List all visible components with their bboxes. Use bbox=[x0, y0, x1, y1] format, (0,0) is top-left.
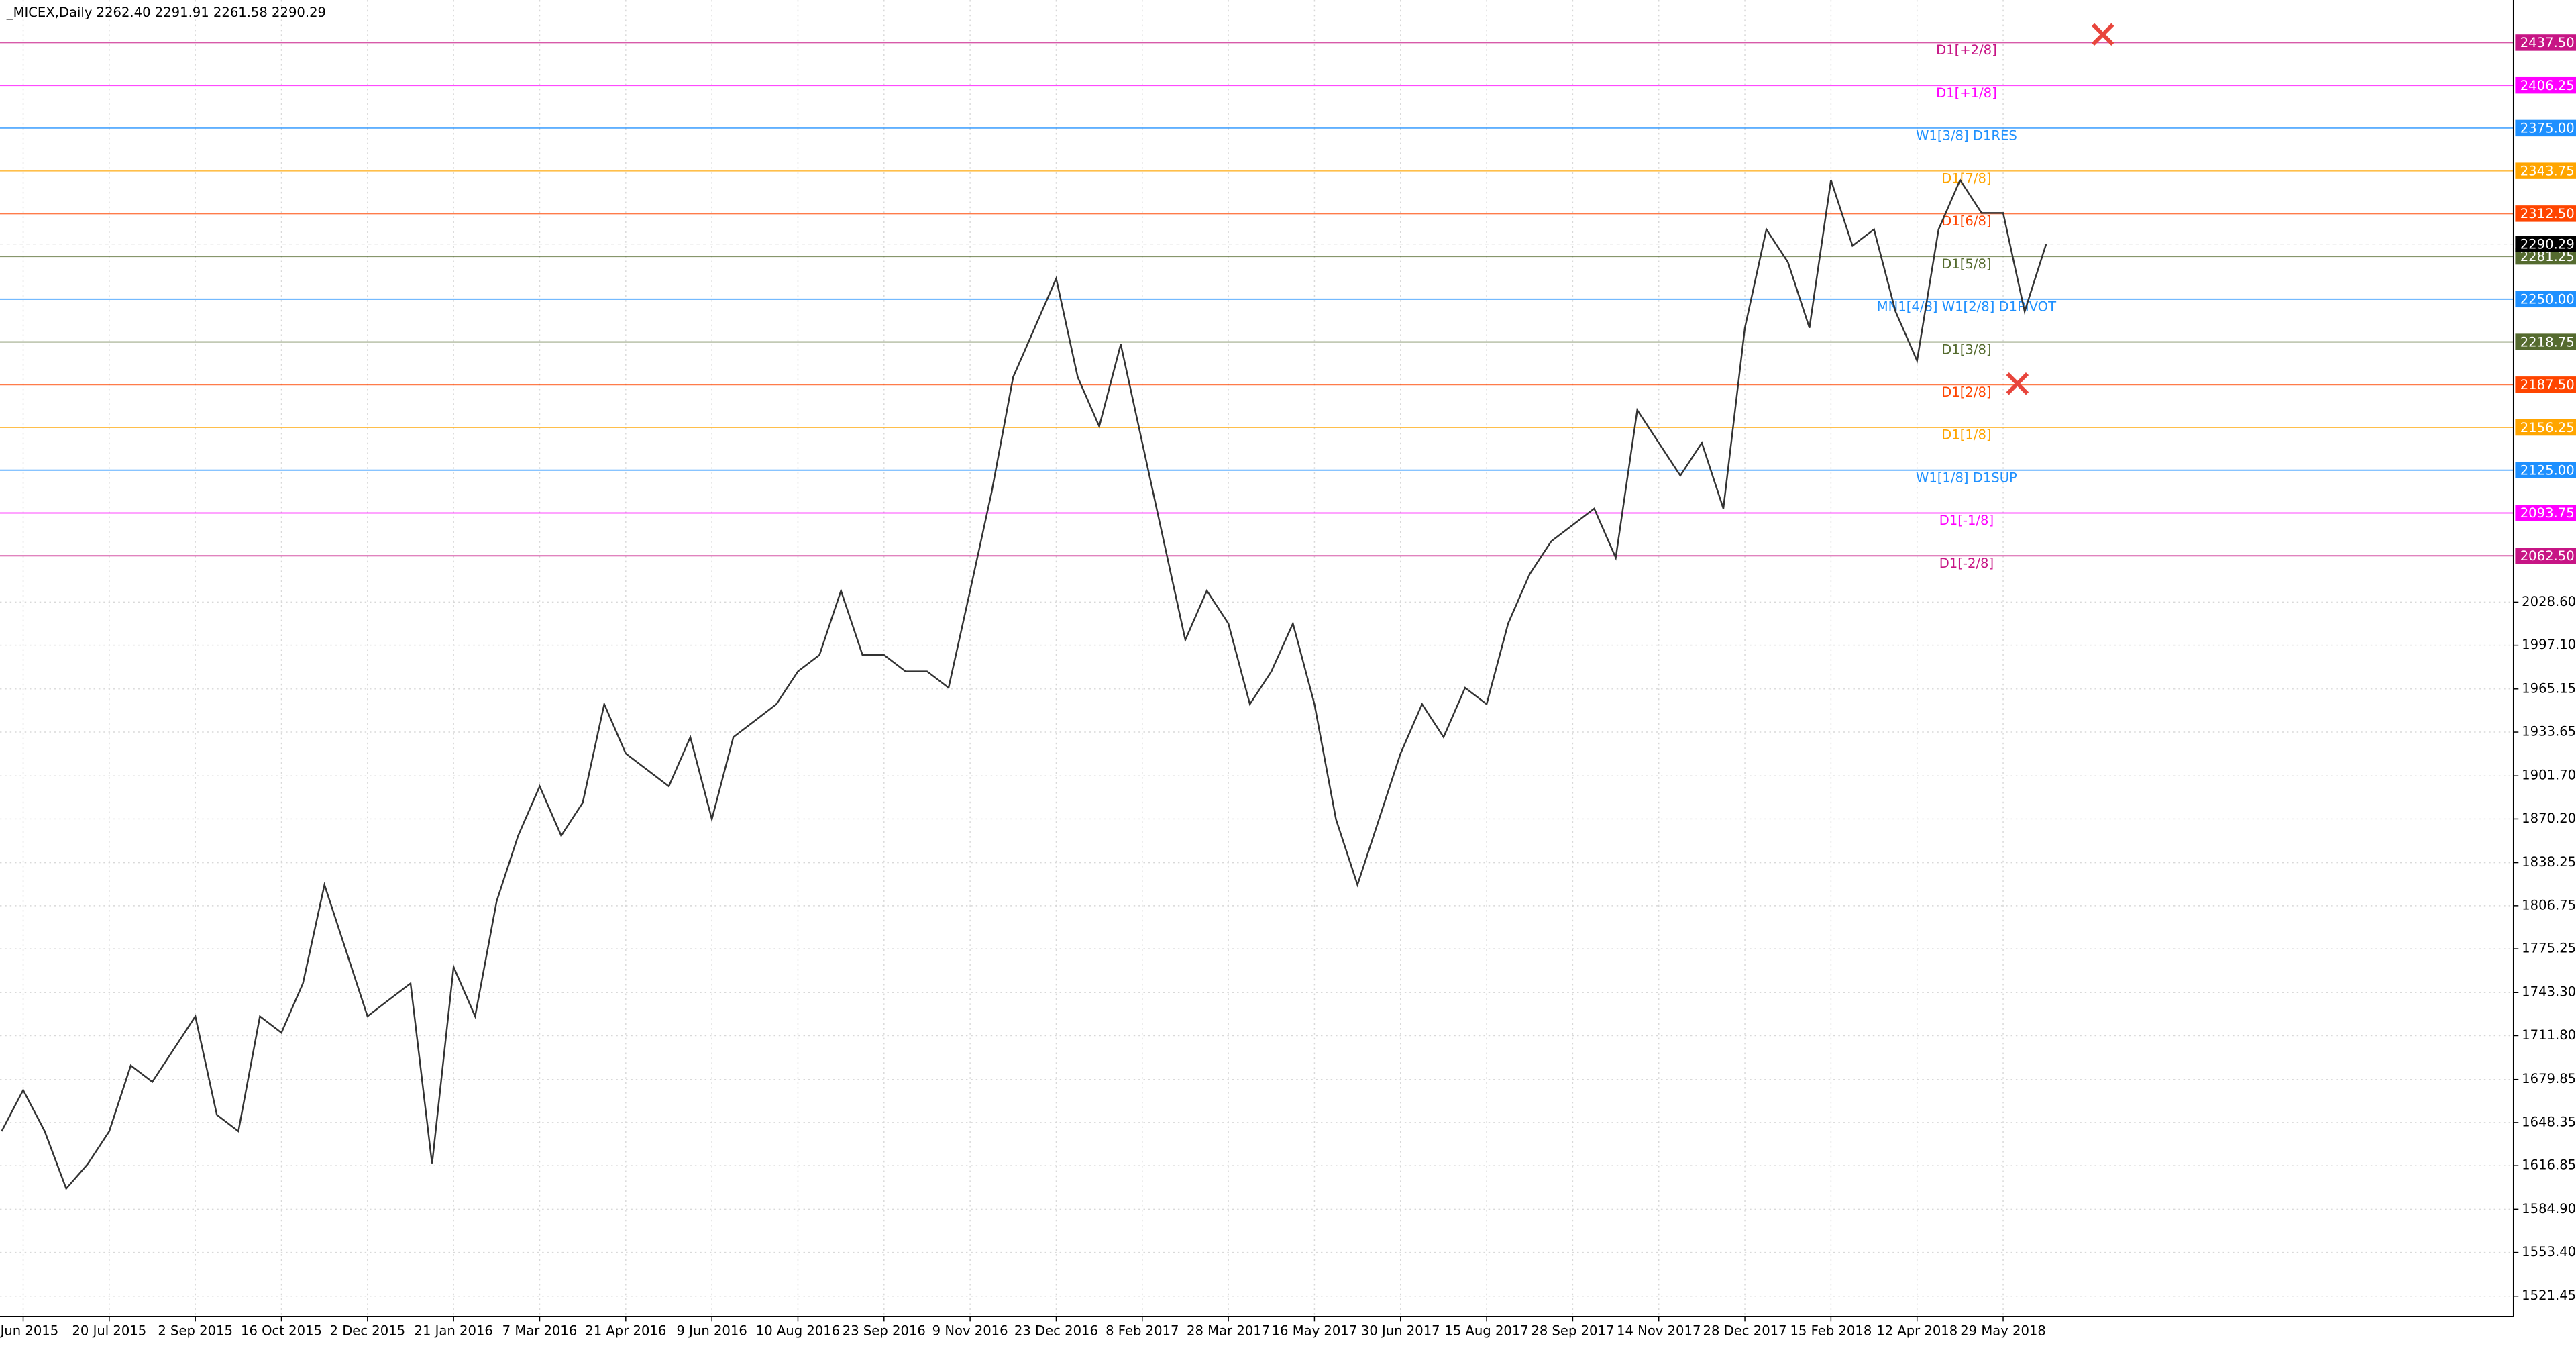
y-tick-label: 1584.90 bbox=[2522, 1201, 2576, 1216]
y-tick-label: 1933.65 bbox=[2522, 724, 2576, 739]
level-label: D1[1/8] bbox=[1941, 427, 1991, 443]
plot bbox=[0, 178, 2514, 1190]
y-tick-label: 1965.15 bbox=[2522, 680, 2576, 696]
level-price-label: 2187.50 bbox=[2520, 377, 2575, 393]
level-price-box bbox=[2515, 462, 2576, 478]
level-price-box bbox=[2515, 291, 2576, 308]
y-tick-label: 1553.40 bbox=[2522, 1244, 2576, 1259]
x-tick-label: 30 Jun 2017 bbox=[1361, 1323, 1440, 1339]
level-label: D1[+1/8] bbox=[1936, 85, 1997, 101]
y-tick-label: 1521.45 bbox=[2522, 1288, 2576, 1303]
level-label: D1[5/8] bbox=[1941, 256, 1991, 272]
level-price-box bbox=[2515, 162, 2576, 179]
y-tick-label: 1997.10 bbox=[2522, 637, 2576, 652]
level-price-box bbox=[2515, 505, 2576, 521]
level-price-label: 2062.50 bbox=[2520, 548, 2575, 564]
x-tick-label: 16 May 2017 bbox=[1272, 1323, 1358, 1339]
level-price-label: 2343.75 bbox=[2520, 163, 2575, 178]
level-price-label: 2125.00 bbox=[2520, 463, 2575, 478]
level-label: D1[2/8] bbox=[1941, 384, 1991, 400]
x-tick-label: 29 May 2018 bbox=[1960, 1323, 2046, 1339]
x-tick-label: 12 Apr 2018 bbox=[1876, 1323, 1957, 1339]
level-price-label: 2218.75 bbox=[2520, 334, 2575, 350]
level-label: D1[-1/8] bbox=[1939, 513, 1994, 528]
x-tick-label: 16 Oct 2015 bbox=[241, 1323, 322, 1339]
last-price-label: 2290.29 bbox=[2520, 236, 2575, 252]
x-tick-label: 2 Dec 2015 bbox=[330, 1323, 406, 1339]
marker-x bbox=[2091, 23, 2114, 46]
y-tick-label: 1743.30 bbox=[2522, 984, 2576, 1000]
x-tick-label: 9 Nov 2016 bbox=[932, 1323, 1008, 1339]
x-tick-label: 10 Aug 2016 bbox=[756, 1323, 840, 1339]
level-label: W1[1/8] D1SUP bbox=[1916, 470, 2017, 486]
level-price-box bbox=[2515, 205, 2576, 222]
grid bbox=[0, 0, 2514, 1317]
level-price-box bbox=[2515, 34, 2576, 51]
level-price-label: 2093.75 bbox=[2520, 505, 2575, 521]
y-tick-label: 1870.20 bbox=[2522, 811, 2576, 826]
y-tick-label: 1838.25 bbox=[2522, 854, 2576, 870]
x-tick-label: 21 Jan 2016 bbox=[415, 1323, 493, 1339]
x-tick-label: 9 Jun 2016 bbox=[677, 1323, 747, 1339]
price-line bbox=[1, 178, 2047, 1190]
level-label: MN1[4/8] W1[2/8] D1PIVOT bbox=[1877, 299, 2056, 315]
chart-title: _MICEX,Daily 2262.40 2291.91 2261.58 229… bbox=[6, 5, 326, 20]
level-label: D1[-2/8] bbox=[1939, 556, 1994, 571]
level-price-box bbox=[2515, 376, 2576, 393]
level-price-label: 2156.25 bbox=[2520, 420, 2575, 435]
level-price-box bbox=[2515, 419, 2576, 436]
level-label: D1[6/8] bbox=[1941, 213, 1991, 229]
x-tick-label: 23 Dec 2016 bbox=[1014, 1323, 1098, 1339]
x-tick-label: 8 Feb 2017 bbox=[1106, 1323, 1179, 1339]
level-price-box bbox=[2515, 119, 2576, 137]
level-label: D1[+2/8] bbox=[1936, 42, 1997, 58]
x-tick-label: 28 Sep 2017 bbox=[1531, 1323, 1614, 1339]
x-tick-label: 23 Sep 2016 bbox=[843, 1323, 926, 1339]
x-tick-label: 14 Nov 2017 bbox=[1617, 1323, 1701, 1339]
y-tick-label: 2028.60 bbox=[2522, 594, 2576, 609]
level-price-box bbox=[2515, 76, 2576, 94]
levels: D1[+2/8] D1[+1/8] W1[3/8] D1RES D1[7/8] D1[6… bbox=[0, 42, 2514, 571]
y-tick-label: 1806.75 bbox=[2522, 897, 2576, 913]
x-tick-label: 21 Apr 2016 bbox=[585, 1323, 666, 1339]
level-price-box bbox=[2515, 333, 2576, 350]
x-tick-label: 2 Sep 2015 bbox=[158, 1323, 233, 1339]
x-tick-label: 28 Mar 2017 bbox=[1187, 1323, 1270, 1339]
y-tick-label: 1679.85 bbox=[2522, 1071, 2576, 1086]
level-price-box bbox=[2515, 548, 2576, 564]
level-price-label: 2250.00 bbox=[2520, 292, 2575, 307]
level-label: W1[3/8] D1RES bbox=[1916, 128, 2017, 144]
x-tick-label: 7 Mar 2016 bbox=[502, 1323, 578, 1339]
level-price-label: 2281.25 bbox=[2520, 249, 2575, 264]
y-tick-label: 1648.35 bbox=[2522, 1114, 2576, 1129]
y-tick-label: 1901.70 bbox=[2522, 768, 2576, 783]
x-tick-label: 28 Dec 2017 bbox=[1703, 1323, 1787, 1339]
level-label: D1[3/8] bbox=[1941, 342, 1991, 357]
last-price-box bbox=[2515, 236, 2576, 252]
x-tick-label: 3 Jun 2015 bbox=[0, 1323, 58, 1339]
level-label: D1[7/8] bbox=[1941, 170, 1991, 186]
axes: 2028.60 1997.10 1965.15 1933.65 1901.70 1870.… bbox=[0, 34, 2576, 1338]
level-price-label: 2437.50 bbox=[2520, 35, 2575, 50]
level-price-label: 2406.25 bbox=[2520, 78, 2575, 93]
level-price-label: 2312.50 bbox=[2520, 206, 2575, 221]
x-tick-label: 15 Feb 2018 bbox=[1790, 1323, 1872, 1339]
marker-x bbox=[2006, 372, 2029, 395]
y-tick-label: 1775.25 bbox=[2522, 941, 2576, 956]
y-tick-label: 1711.80 bbox=[2522, 1027, 2576, 1043]
level-price-label: 2375.00 bbox=[2520, 121, 2575, 136]
y-tick-label: 1616.85 bbox=[2522, 1157, 2576, 1173]
x-tick-label: 20 Jul 2015 bbox=[72, 1323, 146, 1339]
x-tick-label: 15 Aug 2017 bbox=[1444, 1323, 1528, 1339]
